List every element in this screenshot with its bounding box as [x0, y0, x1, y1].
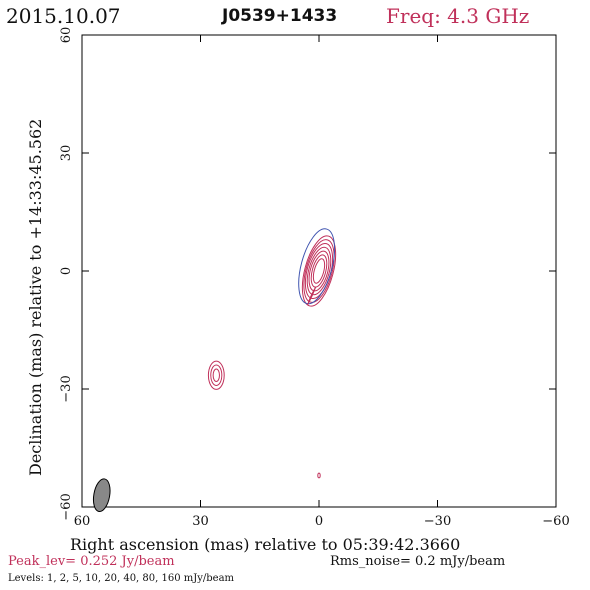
x-tick-label: −60: [542, 514, 569, 529]
model-component: [298, 228, 336, 305]
rms-noise: Rms_noise= 0.2 mJy/beam: [330, 554, 506, 569]
contour-jet-knot: [212, 368, 220, 383]
x-tick-label: 60: [74, 514, 91, 529]
peak-level: Peak_lev= 0.252 Jy/beam: [8, 554, 175, 569]
y-tick-label: 30: [59, 145, 74, 162]
y-tick-label: −30: [59, 375, 74, 402]
contour-levels: Levels: 1, 2, 5, 10, 20, 40, 80, 160 mJy…: [8, 573, 235, 584]
x-axis-label: Right ascension (mas) relative to 05:39:…: [70, 535, 460, 554]
x-tick-label: −30: [424, 514, 451, 529]
frequency-label: Freq: 4.3 GHz: [386, 4, 530, 28]
x-tick-label: 0: [315, 514, 323, 529]
y-axis-label: Declination (mas) relative to +14:33:45.…: [26, 119, 45, 476]
beam-ellipse: [92, 478, 111, 513]
contour-jet-knot: [210, 364, 223, 386]
contour-core: [301, 235, 337, 307]
contour-layer: [92, 228, 337, 513]
y-tick-label: −60: [59, 493, 74, 520]
contour-jet-knot: [207, 360, 225, 390]
observation-date: 2015.10.07: [6, 4, 121, 28]
contour-jet-extension: [307, 286, 317, 305]
source-name: J0539+1433: [222, 6, 338, 26]
contour-core: [303, 239, 335, 303]
axis-ticks: [81, 34, 557, 508]
contour-core: [312, 258, 326, 284]
plot-frame: [81, 34, 557, 508]
y-tick-label: 0: [59, 267, 74, 275]
contour-core: [310, 254, 328, 288]
axis-tick-labels: 60 30 0 −30 −60 −60 −30 0 30 60: [59, 27, 570, 529]
x-tick-label: 30: [192, 514, 209, 529]
y-tick-label: 60: [59, 27, 74, 44]
contour-noise-blob: [317, 472, 321, 479]
